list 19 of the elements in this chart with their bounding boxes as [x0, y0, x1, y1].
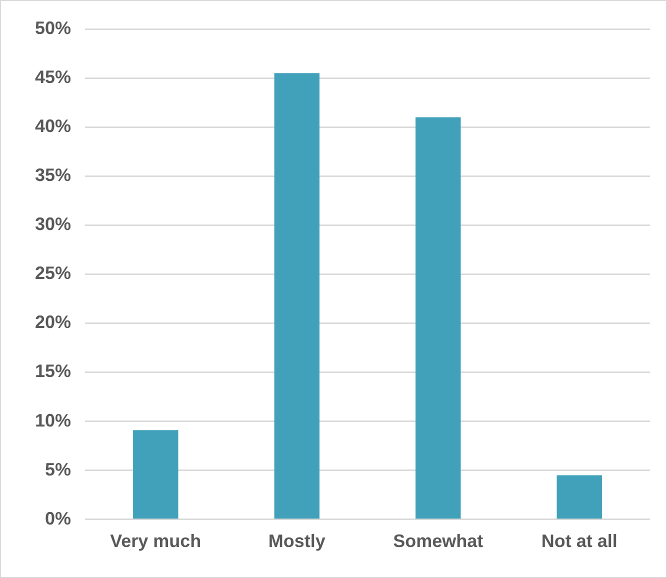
y-tick-label: 20%: [34, 312, 72, 332]
bar: [416, 117, 461, 519]
x-tick-label: Very much: [110, 531, 202, 552]
x-tick-label: Not at all: [541, 531, 618, 552]
bar: [133, 430, 178, 519]
y-tick-label: 45%: [34, 67, 72, 88]
y-tick-label: 40%: [34, 116, 72, 136]
y-tick-label: 10%: [34, 410, 72, 430]
x-tick-label: Somewhat: [393, 531, 484, 552]
y-tick-label: 50%: [34, 18, 72, 38]
y-tick-label: 15%: [34, 361, 72, 382]
y-tick-label: 0%: [45, 508, 72, 528]
bar: [556, 475, 602, 519]
y-tick-label: 30%: [34, 214, 72, 234]
bar: [274, 73, 320, 519]
y-tick-label: 35%: [34, 165, 72, 186]
x-tick-label: Mostly: [268, 531, 326, 552]
y-tick-label: 25%: [34, 263, 72, 284]
y-tick-label: 5%: [45, 459, 72, 480]
